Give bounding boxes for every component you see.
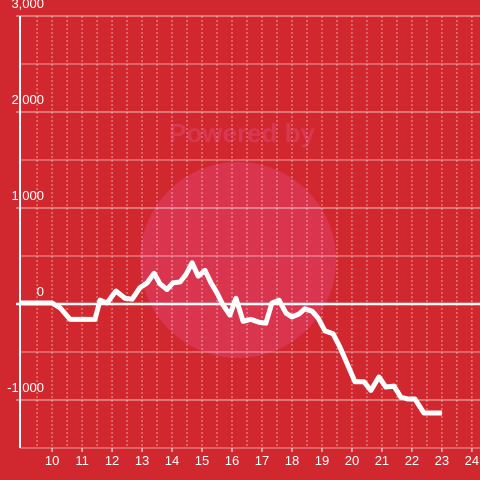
y-tick-label: 1,000 [11,188,44,203]
y-tick-label: 2,000 [11,92,44,107]
y-tick-label: 0 [37,284,44,299]
x-tick-label: 17 [255,453,269,468]
x-tick-label: 13 [135,453,149,468]
x-tick-label: 22 [405,453,419,468]
x-tick-label: 23 [435,453,449,468]
x-tick-label: 21 [375,453,389,468]
x-tick-label: 14 [165,453,179,468]
y-tick-label: -1,000 [7,380,44,395]
x-tick-label: 12 [105,453,119,468]
x-tick-label: 24 [465,453,479,468]
watermark-logo [140,162,336,358]
x-tick-label: 18 [285,453,299,468]
x-tick-label: 19 [315,453,329,468]
series-line [20,260,442,416]
x-tick-label: 20 [345,453,359,468]
x-tick-label: 10 [45,453,59,468]
plot-area: 3,000 2,000 1,000 0 -1,000 10 11 12 13 14 15 16 17 18… [7,0,480,468]
x-tick-label: 11 [75,453,89,468]
x-tick-label: 15 [195,453,209,468]
x-tick-label: 16 [225,453,239,468]
watermark: Powered by [169,118,315,148]
y-tick-label: 3,000 [11,0,44,11]
